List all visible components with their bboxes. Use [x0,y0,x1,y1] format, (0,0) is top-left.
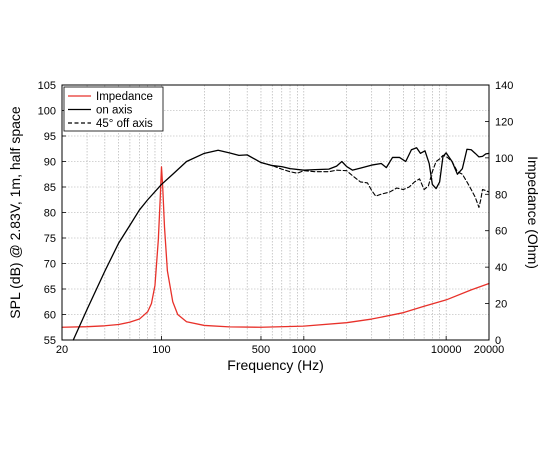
x-tick-label: 10000 [431,344,462,356]
y-right-tick-label: 0 [495,335,501,347]
y-axis-left-title: SPL (dB) @ 2.83V, 1m, half space [7,106,23,319]
x-tick-label: 20000 [474,344,505,356]
legend: Impedance on axis 45° off axis [63,86,164,132]
y-left-tick-label: 105 [38,80,56,92]
series-line-impedance [61,166,490,328]
y-axis-right-title: Impedance (Ohm) [525,156,541,269]
series-line-on-axis [72,147,490,341]
y-left-tick-label: 95 [44,131,56,143]
y-right-tick-label: 100 [495,153,513,165]
grid [62,85,489,340]
y-left-tick-label: 100 [38,106,56,118]
y-left-tick-label: 55 [44,335,56,347]
legend-label-off-axis: 45° off axis [96,118,153,130]
x-tick-label: 500 [252,344,270,356]
y-right-tick-label: 120 [495,116,513,128]
y-right-tick-label: 140 [495,80,513,92]
x-tick-label: 1000 [292,344,316,356]
x-tick-label: 20 [56,344,68,356]
series-line-off-axis [260,154,490,208]
y-left-tick-label: 70 [44,259,56,271]
y-right-tick-label: 80 [495,189,507,201]
y-right-tick-label: 40 [495,262,507,274]
y-left-tick-label: 60 [44,310,56,322]
series-lines [61,147,490,341]
x-axis-title: Frequency (Hz) [227,357,323,373]
y-left-tick-label: 85 [44,182,56,194]
legend-label-on-axis: on axis [96,105,133,117]
legend-label-impedance: Impedance [96,91,153,103]
y-right-tick-label: 60 [495,226,507,238]
y-right-tick-label: 20 [495,299,507,311]
y-left-tick-label: 75 [44,233,56,245]
ticks: 55 60 65 70 75 80 85 90 95 100 105 0 20 40 60 80 100 120 1… [38,80,514,356]
x-tick-label: 100 [152,344,170,356]
y-left-tick-label: 90 [44,157,56,169]
y-left-tick-label: 80 [44,208,56,220]
y-left-tick-label: 65 [44,284,56,296]
